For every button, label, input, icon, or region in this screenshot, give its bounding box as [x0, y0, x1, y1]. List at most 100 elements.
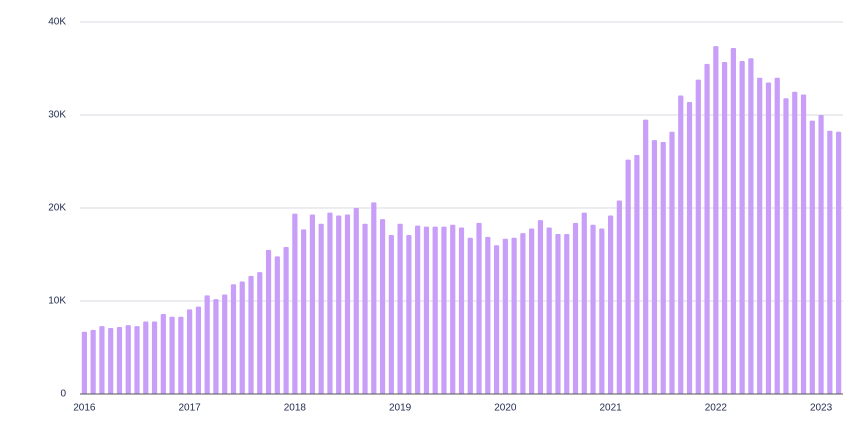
bar	[230, 284, 237, 394]
bar	[406, 234, 412, 394]
bar	[458, 227, 465, 394]
bar	[634, 154, 640, 394]
bar	[792, 91, 798, 394]
bar	[441, 226, 447, 394]
bar	[625, 159, 631, 394]
y-tick-label: 40K	[48, 17, 66, 28]
bar	[195, 306, 201, 394]
bar	[213, 299, 219, 394]
bar	[283, 247, 289, 394]
x-tick-label: 2017	[179, 403, 202, 414]
x-tick-label: 2022	[705, 403, 728, 414]
y-tick-label: 10K	[48, 296, 66, 307]
bar	[485, 236, 491, 394]
bar	[134, 326, 140, 394]
bar	[99, 326, 105, 394]
bar	[704, 63, 710, 394]
bar	[327, 212, 333, 394]
bar	[713, 46, 719, 395]
bar	[160, 314, 166, 394]
bar	[344, 214, 351, 394]
bar	[265, 249, 272, 394]
bar	[678, 95, 684, 394]
bar	[695, 79, 701, 394]
bar	[178, 316, 184, 394]
bar	[572, 222, 579, 394]
bar	[599, 228, 605, 394]
bar	[765, 82, 772, 394]
bar	[783, 98, 789, 394]
bar	[292, 213, 298, 394]
bar	[546, 227, 552, 394]
bar	[643, 119, 649, 395]
bar	[257, 272, 263, 394]
bar	[502, 238, 508, 394]
bar	[108, 327, 114, 394]
bar	[818, 115, 824, 394]
bar	[564, 234, 570, 394]
bar	[187, 309, 193, 394]
bar	[143, 321, 149, 394]
bar	[248, 275, 254, 394]
bar	[651, 140, 658, 394]
bar	[222, 294, 228, 394]
bar	[204, 295, 210, 394]
bar	[467, 237, 473, 394]
x-tick-label: 2021	[599, 403, 622, 414]
bar	[151, 321, 158, 394]
bar	[169, 316, 175, 394]
bar	[301, 229, 307, 394]
bar	[318, 223, 324, 394]
bar	[450, 224, 456, 394]
bar	[660, 141, 666, 394]
bar	[239, 281, 245, 394]
bar	[581, 212, 587, 394]
bar	[774, 77, 780, 395]
bar	[529, 228, 535, 394]
bar	[686, 101, 693, 394]
bar	[493, 245, 500, 394]
bar	[371, 202, 377, 394]
bar	[415, 225, 421, 394]
bar	[379, 219, 386, 394]
bar	[555, 234, 561, 394]
bar	[511, 237, 517, 394]
bar	[537, 220, 544, 394]
bar	[309, 214, 316, 394]
x-tick-label: 2018	[284, 403, 307, 414]
x-tick-label: 2019	[389, 403, 412, 414]
bar	[730, 48, 736, 394]
bar	[809, 120, 815, 394]
bar	[748, 58, 754, 395]
y-tick-label: 0	[60, 389, 66, 400]
bar	[116, 327, 123, 394]
bar	[757, 77, 763, 395]
bar	[90, 329, 96, 394]
bar	[125, 325, 131, 394]
bar	[669, 131, 675, 395]
bar	[476, 222, 482, 394]
bar	[739, 61, 745, 395]
y-tick-label: 20K	[48, 203, 66, 214]
bar	[388, 234, 394, 394]
x-tick-label: 2020	[494, 403, 517, 414]
x-tick-label: 2023	[810, 403, 833, 414]
bar	[353, 208, 359, 394]
bar	[397, 223, 403, 394]
bar	[836, 131, 842, 395]
bar	[520, 233, 526, 394]
bar	[590, 224, 596, 394]
y-tick-label: 30K	[48, 110, 66, 121]
bar	[827, 130, 833, 394]
bar	[800, 94, 807, 394]
bar	[432, 226, 438, 394]
bar	[616, 200, 622, 394]
bar	[607, 215, 614, 394]
bar	[81, 331, 87, 394]
bar	[362, 223, 368, 394]
bar	[722, 61, 728, 395]
x-tick-label: 2016	[73, 403, 96, 414]
bar	[274, 256, 280, 394]
bar	[423, 226, 430, 394]
